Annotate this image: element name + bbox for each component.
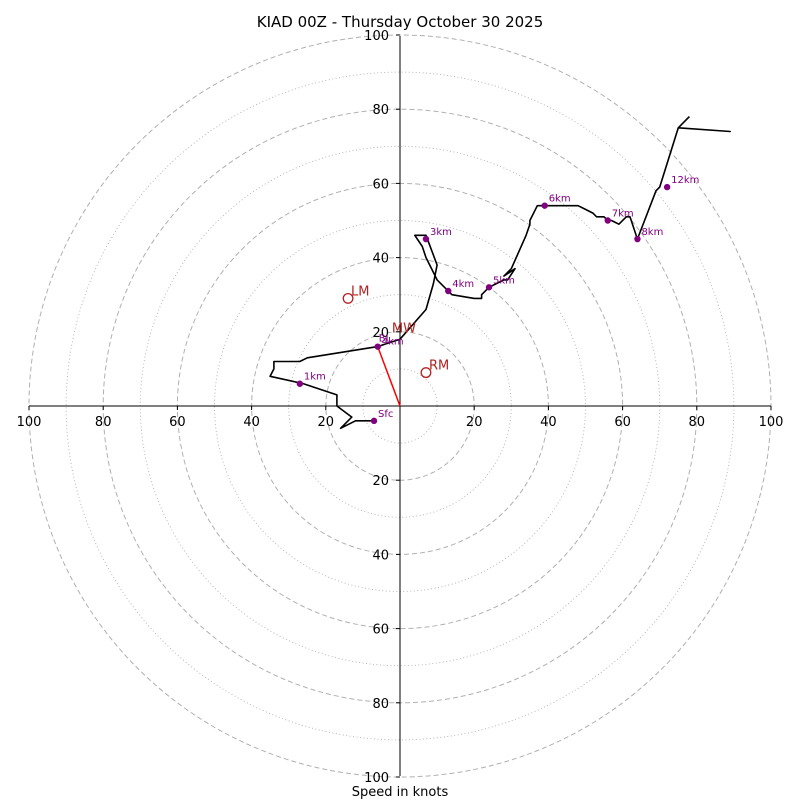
y-tick-label: 40	[372, 252, 389, 267]
height-marker-4km	[445, 287, 452, 295]
height-marker-sfc	[370, 417, 378, 425]
shear-vector	[377, 346, 401, 407]
storm-motion-mw-label: MW	[392, 322, 416, 337]
height-label-7km: 7km	[612, 209, 634, 220]
storm-motion-markers: LM MW RM	[342, 284, 449, 379]
shear-line	[377, 346, 401, 407]
y-tick-label: 60	[372, 623, 389, 638]
hodograph-trace	[269, 116, 732, 430]
x-tick-label: 80	[689, 415, 706, 430]
chart-title: KIAD 00Z - Thursday October 30 2025	[257, 13, 544, 31]
height-label-4km: 4km	[452, 279, 474, 290]
x-tick-label: 80	[95, 415, 112, 430]
y-tick-label: 20	[372, 474, 389, 489]
height-marker-3km	[422, 235, 430, 243]
y-tick-label: 80	[372, 697, 389, 712]
height-marker-7km	[604, 217, 611, 224]
x-tick-label: 100	[17, 415, 42, 430]
height-marker-12km	[663, 183, 671, 191]
y-tick-label: 80	[372, 103, 389, 118]
y-tick-label: 60	[372, 177, 389, 192]
y-tick-label: 100	[364, 29, 389, 44]
height-label-5km: 5km	[493, 275, 515, 286]
inflow-label-bl: BL	[379, 334, 392, 345]
height-label-6km: 6km	[549, 194, 571, 205]
height-label-3km: 3km	[430, 227, 452, 238]
x-tick-label: 60	[169, 415, 186, 430]
height-marker-8km	[634, 235, 641, 243]
height-marker-5km	[485, 284, 493, 291]
x-tick-label: 20	[466, 415, 483, 430]
storm-motion-rm-marker	[420, 367, 432, 379]
inflow-marker	[374, 343, 381, 350]
x-tick-label: 60	[614, 415, 631, 430]
inflow-label-4km: 4km	[382, 337, 404, 348]
y-tick-label: 100	[364, 771, 389, 786]
storm-motion-rm-label: RM	[429, 359, 449, 374]
height-label-12km: 12km	[671, 175, 699, 186]
trace-line	[269, 116, 732, 430]
x-tick-label: 100	[759, 415, 784, 430]
x-axis-label: Speed in knots	[352, 785, 449, 800]
x-tick-label: 40	[243, 415, 260, 430]
x-tick-label: 40	[540, 415, 557, 430]
height-label-8km: 8km	[641, 227, 663, 238]
axis-ticks: 100 80 60 40 20 20 40 60 80 100 100 80 60 40 20 20 40 60 8…	[17, 29, 784, 786]
height-label-sfc: Sfc	[378, 409, 393, 420]
height-marker-6km	[541, 202, 548, 209]
storm-motion-lm-marker	[342, 292, 354, 304]
x-tick-label: 20	[318, 415, 335, 430]
y-tick-label: 40	[372, 548, 389, 563]
y-tick-label: 20	[372, 326, 389, 341]
height-marker-1km	[296, 380, 304, 387]
height-label-1km: 1km	[304, 372, 326, 383]
storm-motion-lm-label: LM	[351, 284, 369, 299]
